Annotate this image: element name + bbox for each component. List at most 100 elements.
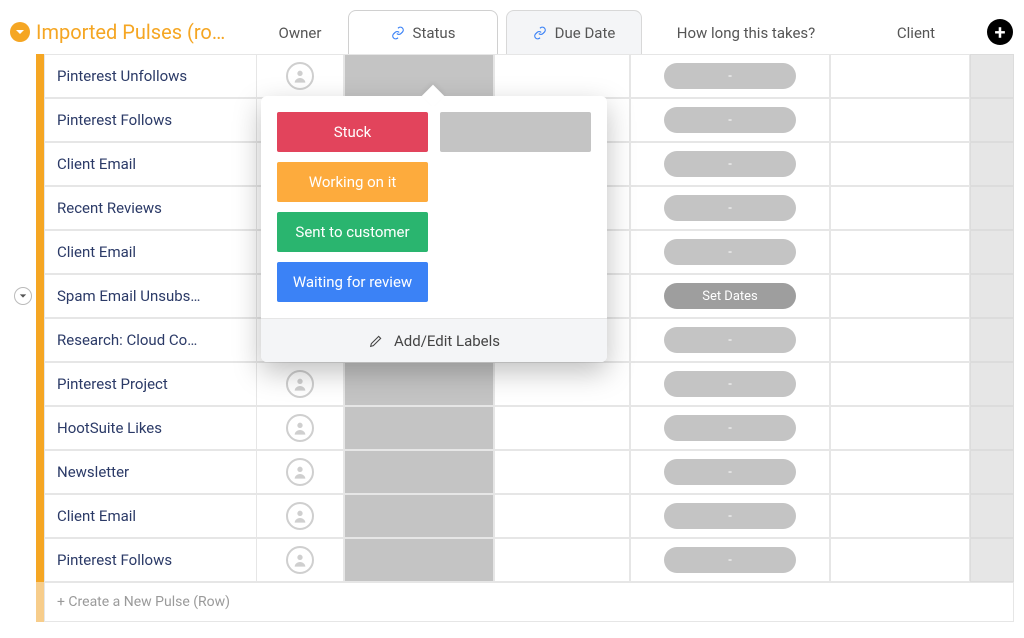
- owner-cell[interactable]: [256, 450, 344, 494]
- due-date-cell[interactable]: [494, 450, 630, 494]
- row-tail: [970, 406, 1014, 450]
- timeline-pill[interactable]: -: [664, 547, 796, 573]
- column-header-client[interactable]: Client: [846, 10, 986, 54]
- create-row[interactable]: + Create a New Pulse (Row): [36, 582, 1014, 622]
- howlong-cell[interactable]: -: [630, 186, 830, 230]
- howlong-cell[interactable]: -: [630, 142, 830, 186]
- row-name[interactable]: Recent Reviews: [44, 186, 256, 230]
- timeline-pill[interactable]: -: [664, 107, 796, 133]
- status-option[interactable]: Working on it: [277, 162, 428, 202]
- status-option[interactable]: Waiting for review: [277, 262, 428, 302]
- status-option-blank[interactable]: [440, 112, 591, 152]
- group-color-stripe: [36, 230, 44, 274]
- howlong-cell[interactable]: -: [630, 450, 830, 494]
- status-cell[interactable]: [344, 494, 494, 538]
- howlong-cell[interactable]: -: [630, 406, 830, 450]
- group-title[interactable]: Imported Pulses (ro…: [36, 10, 256, 54]
- row-name[interactable]: Newsletter: [44, 450, 256, 494]
- howlong-cell[interactable]: -: [630, 98, 830, 142]
- status-cell[interactable]: [344, 362, 494, 406]
- due-date-cell[interactable]: [494, 406, 630, 450]
- column-header-status[interactable]: Status: [348, 10, 498, 54]
- client-cell[interactable]: [830, 274, 970, 318]
- row-tail: [970, 318, 1014, 362]
- owner-cell[interactable]: [256, 54, 344, 98]
- client-cell[interactable]: [830, 494, 970, 538]
- due-date-cell[interactable]: [494, 54, 630, 98]
- status-popover: Stuck Working on it Sent to customer Waitin…: [261, 96, 607, 362]
- column-header-howlong[interactable]: How long this takes?: [646, 10, 846, 54]
- status-option[interactable]: Stuck: [277, 112, 428, 152]
- row-gutter: [10, 494, 36, 538]
- row-expand-toggle[interactable]: [14, 287, 32, 305]
- timeline-pill[interactable]: -: [664, 327, 796, 353]
- row-tail: [970, 142, 1014, 186]
- client-cell[interactable]: [830, 318, 970, 362]
- timeline-pill[interactable]: -: [664, 239, 796, 265]
- client-cell[interactable]: [830, 406, 970, 450]
- owner-cell[interactable]: [256, 538, 344, 582]
- row-name[interactable]: Research: Cloud Co…: [44, 318, 256, 362]
- timeline-pill[interactable]: -: [664, 503, 796, 529]
- row-name[interactable]: Client Email: [44, 142, 256, 186]
- client-cell[interactable]: [830, 538, 970, 582]
- row-tail: [970, 494, 1014, 538]
- column-header-duedate[interactable]: Due Date: [506, 10, 642, 54]
- row-gutter: [10, 318, 36, 362]
- status-option[interactable]: Sent to customer: [277, 212, 428, 252]
- howlong-cell[interactable]: -: [630, 538, 830, 582]
- row-gutter: [10, 186, 36, 230]
- client-cell[interactable]: [830, 186, 970, 230]
- status-value-block: [345, 495, 493, 537]
- client-cell[interactable]: [830, 142, 970, 186]
- due-date-cell[interactable]: [494, 494, 630, 538]
- create-row-input[interactable]: + Create a New Pulse (Row): [44, 582, 1014, 622]
- row-name[interactable]: Client Email: [44, 494, 256, 538]
- row-tail: [970, 450, 1014, 494]
- client-cell[interactable]: [830, 54, 970, 98]
- row-name[interactable]: Client Email: [44, 230, 256, 274]
- row-gutter: [10, 362, 36, 406]
- timeline-pill[interactable]: -: [664, 371, 796, 397]
- client-cell[interactable]: [830, 230, 970, 274]
- timeline-pill[interactable]: -: [664, 195, 796, 221]
- owner-cell[interactable]: [256, 494, 344, 538]
- client-cell[interactable]: [830, 450, 970, 494]
- row-name[interactable]: Pinterest Follows: [44, 538, 256, 582]
- group-collapse-toggle[interactable]: [10, 22, 30, 42]
- add-column-button[interactable]: +: [986, 16, 1014, 48]
- row-name[interactable]: Pinterest Follows: [44, 98, 256, 142]
- howlong-cell[interactable]: -: [630, 54, 830, 98]
- client-cell[interactable]: [830, 362, 970, 406]
- timeline-pill[interactable]: -: [664, 63, 796, 89]
- owner-cell[interactable]: [256, 362, 344, 406]
- avatar-empty-icon: [286, 546, 314, 574]
- status-cell[interactable]: [344, 406, 494, 450]
- row-name[interactable]: Pinterest Project: [44, 362, 256, 406]
- howlong-cell[interactable]: -: [630, 318, 830, 362]
- timeline-pill[interactable]: Set Dates: [664, 283, 796, 309]
- timeline-pill[interactable]: -: [664, 415, 796, 441]
- row-name[interactable]: Spam Email Unsubs…: [44, 274, 256, 318]
- column-header-owner[interactable]: Owner: [256, 10, 344, 54]
- link-icon: [533, 26, 547, 40]
- row-gutter: [10, 450, 36, 494]
- client-cell[interactable]: [830, 98, 970, 142]
- status-cell[interactable]: [344, 538, 494, 582]
- howlong-cell[interactable]: -: [630, 494, 830, 538]
- due-date-cell[interactable]: [494, 362, 630, 406]
- howlong-cell[interactable]: Set Dates: [630, 274, 830, 318]
- row-tail: [970, 274, 1014, 318]
- row-name[interactable]: Pinterest Unfollows: [44, 54, 256, 98]
- timeline-pill[interactable]: -: [664, 459, 796, 485]
- howlong-cell[interactable]: -: [630, 230, 830, 274]
- status-cell[interactable]: [344, 450, 494, 494]
- owner-cell[interactable]: [256, 406, 344, 450]
- row-name[interactable]: HootSuite Likes: [44, 406, 256, 450]
- column-header-row: Imported Pulses (ro… Owner Status Due Da…: [10, 10, 1014, 54]
- due-date-cell[interactable]: [494, 538, 630, 582]
- timeline-pill[interactable]: -: [664, 151, 796, 177]
- add-edit-labels-button[interactable]: Add/Edit Labels: [261, 318, 607, 362]
- status-cell[interactable]: [344, 54, 494, 98]
- howlong-cell[interactable]: -: [630, 362, 830, 406]
